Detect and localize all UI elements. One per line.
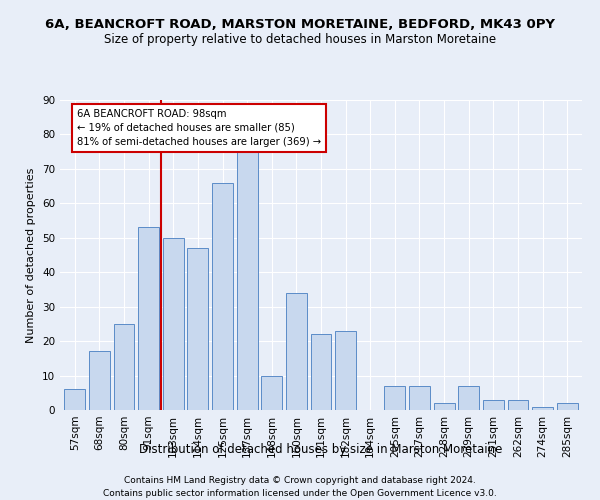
Bar xyxy=(311,334,331,410)
Bar xyxy=(212,182,233,410)
Bar xyxy=(89,352,110,410)
Bar xyxy=(113,324,134,410)
Text: Contains public sector information licensed under the Open Government Licence v3: Contains public sector information licen… xyxy=(103,489,497,498)
Text: 6A, BEANCROFT ROAD, MARSTON MORETAINE, BEDFORD, MK43 0PY: 6A, BEANCROFT ROAD, MARSTON MORETAINE, B… xyxy=(45,18,555,30)
Bar xyxy=(557,403,578,410)
Bar xyxy=(138,228,159,410)
Bar xyxy=(286,293,307,410)
Bar xyxy=(64,390,85,410)
Bar xyxy=(434,403,455,410)
Bar xyxy=(458,386,479,410)
Bar xyxy=(532,406,553,410)
Bar xyxy=(163,238,184,410)
Bar xyxy=(483,400,504,410)
Text: Contains HM Land Registry data © Crown copyright and database right 2024.: Contains HM Land Registry data © Crown c… xyxy=(124,476,476,485)
Bar xyxy=(409,386,430,410)
Text: Size of property relative to detached houses in Marston Moretaine: Size of property relative to detached ho… xyxy=(104,32,496,46)
Y-axis label: Number of detached properties: Number of detached properties xyxy=(26,168,37,342)
Bar xyxy=(335,331,356,410)
Text: Distribution of detached houses by size in Marston Moretaine: Distribution of detached houses by size … xyxy=(139,442,503,456)
Bar xyxy=(508,400,529,410)
Bar xyxy=(187,248,208,410)
Bar xyxy=(261,376,282,410)
Text: 6A BEANCROFT ROAD: 98sqm
← 19% of detached houses are smaller (85)
81% of semi-d: 6A BEANCROFT ROAD: 98sqm ← 19% of detach… xyxy=(77,108,322,146)
Bar xyxy=(236,152,257,410)
Bar xyxy=(385,386,406,410)
